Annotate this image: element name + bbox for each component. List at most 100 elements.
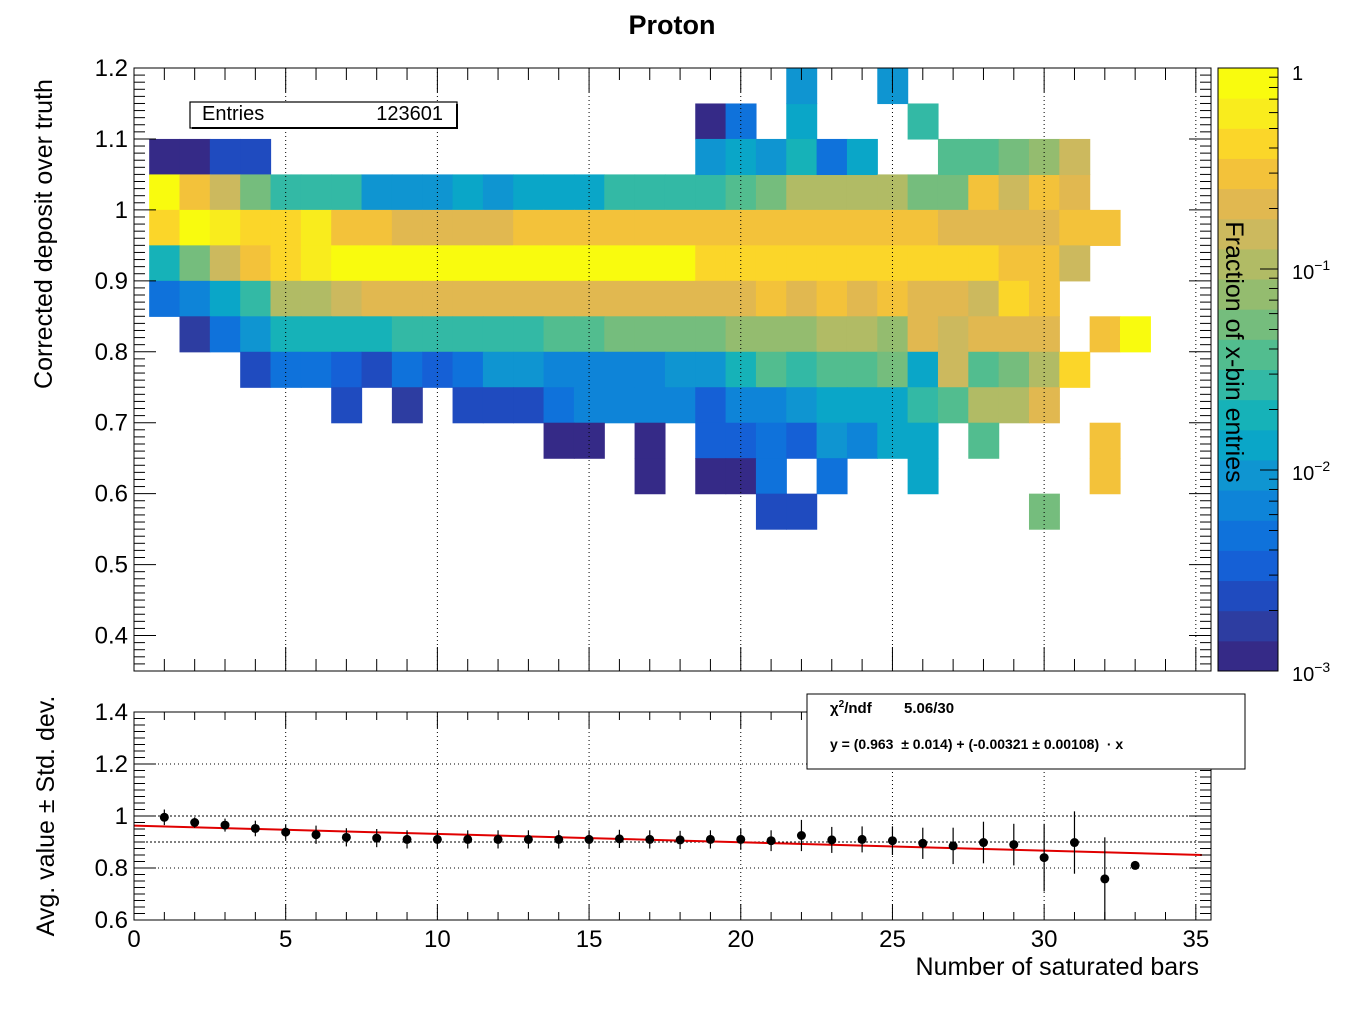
heatmap-cell — [513, 351, 545, 388]
data-point — [918, 838, 928, 848]
heatmap-cell — [1059, 351, 1091, 388]
heatmap-cell — [179, 245, 211, 282]
heatmap-cell — [1059, 138, 1091, 176]
colorbar-tick-exponent: −3 — [1314, 659, 1330, 675]
colorbar-tick-base: 10 — [1292, 664, 1314, 686]
data-point — [614, 834, 624, 844]
heatmap-cell — [664, 280, 696, 317]
heatmap-cell — [725, 245, 757, 282]
heatmap-cell — [725, 103, 757, 140]
ratio-y-tick-label: 1.2 — [95, 751, 128, 778]
heatmap-cell — [270, 280, 302, 317]
heatmap-cell — [1059, 174, 1091, 211]
data-point — [857, 834, 867, 844]
colorbar-ticks: 110−110−210−3 — [1260, 63, 1330, 686]
data-point — [432, 834, 442, 844]
data-point — [523, 834, 533, 844]
colorbar-segment — [1218, 309, 1278, 340]
heatmap-cell — [452, 245, 484, 282]
heatmap-cell — [1089, 316, 1121, 353]
heatmap-cell — [907, 280, 939, 317]
heatmap-cell — [604, 245, 636, 282]
heatmap-cell — [755, 458, 787, 495]
colorbar-segment — [1218, 610, 1278, 642]
heatmap-cell — [391, 245, 423, 282]
ratio-axes: 0 5 10 15 20 25 30 35 0.6 0.8 1 1.2 1.4 — [95, 699, 1211, 953]
heatmap-cell — [482, 351, 514, 388]
heatmap-cell — [998, 316, 1030, 353]
heatmap-cell — [573, 280, 605, 317]
heatmap-cell — [786, 138, 818, 176]
heatmap-y-axis-label: Corrected deposit over truth — [30, 79, 58, 389]
ratio-y-axis-label: Avg. value ± Std. dev. — [32, 696, 60, 937]
colorbar-tick-label: 10−2 — [1292, 458, 1330, 485]
heatmap-cell — [695, 138, 727, 176]
heatmap-cell — [816, 245, 848, 282]
heatmap-cell — [846, 138, 878, 176]
heatmap-cell — [209, 316, 241, 353]
data-point — [250, 823, 260, 833]
heatmap-cell — [240, 245, 272, 282]
heatmap-cell — [664, 387, 696, 424]
heatmap-cell — [755, 280, 787, 317]
data-point — [675, 835, 685, 845]
heatmap-cell — [240, 138, 272, 176]
heatmap-cell — [664, 351, 696, 388]
heatmap-cell — [543, 422, 575, 459]
heatmap-cell — [361, 245, 393, 282]
heatmap-cell — [1028, 316, 1060, 353]
heatmap-cell — [816, 351, 848, 388]
heatmap-y-tick-label: 1 — [115, 197, 128, 224]
heatmap-cell — [604, 316, 636, 353]
heatmap-cell — [634, 458, 666, 495]
heatmap-cell — [573, 209, 605, 246]
heatmap-cell — [816, 316, 848, 353]
colorbar-segment — [1218, 580, 1278, 612]
ratio-y-tick-label: 0.8 — [95, 855, 128, 882]
heatmap-cell — [695, 351, 727, 388]
heatmap-cell — [998, 209, 1030, 246]
colorbar-segment — [1218, 218, 1278, 250]
heatmap-cell — [1089, 209, 1121, 246]
heatmap-cell — [179, 209, 211, 246]
heatmap-cell — [543, 245, 575, 282]
heatmap-cell — [695, 245, 727, 282]
heatmap-cell — [907, 458, 939, 495]
heatmap-cell — [209, 209, 241, 246]
heatmap-cell — [786, 280, 818, 317]
heatmap-cell — [816, 280, 848, 317]
heatmap-cell — [513, 209, 545, 246]
heatmap-cell — [240, 174, 272, 211]
heatmap-cell — [604, 351, 636, 388]
heatmap-cell — [482, 174, 514, 211]
heatmap-cell — [877, 387, 909, 424]
colorbar-tick-label: 10−3 — [1292, 659, 1330, 686]
heatmap-cell — [877, 280, 909, 317]
heatmap-cell — [725, 387, 757, 424]
heatmap-cell — [907, 174, 939, 211]
heatmap-cell — [907, 103, 939, 140]
heatmap-cell — [452, 316, 484, 353]
heatmap-cell — [1089, 422, 1121, 459]
heatmap-cell — [937, 245, 969, 282]
data-point — [554, 834, 564, 844]
ratio-reference-lines — [134, 815, 1211, 843]
heatmap-cell — [755, 209, 787, 246]
heatmap-cell — [846, 422, 878, 459]
heatmap-cell — [482, 245, 514, 282]
heatmap-cell — [391, 174, 423, 211]
heatmap-cell — [270, 316, 302, 353]
ratio-y-tick-label: 1.4 — [95, 699, 128, 726]
heatmap-cell — [543, 174, 575, 211]
fit-equation: y = (0.963 ± 0.014) + (-0.00321 ± 0.0010… — [830, 736, 1123, 752]
data-point — [645, 834, 655, 844]
heatmap-cell — [1119, 316, 1151, 353]
heatmap-cell — [755, 387, 787, 424]
heatmap-cell — [998, 245, 1030, 282]
data-point — [887, 836, 897, 846]
heatmap-cell — [482, 209, 514, 246]
heatmap-cell — [149, 280, 181, 317]
heatmap-cell — [1059, 245, 1091, 282]
heatmap-cell — [846, 209, 878, 246]
